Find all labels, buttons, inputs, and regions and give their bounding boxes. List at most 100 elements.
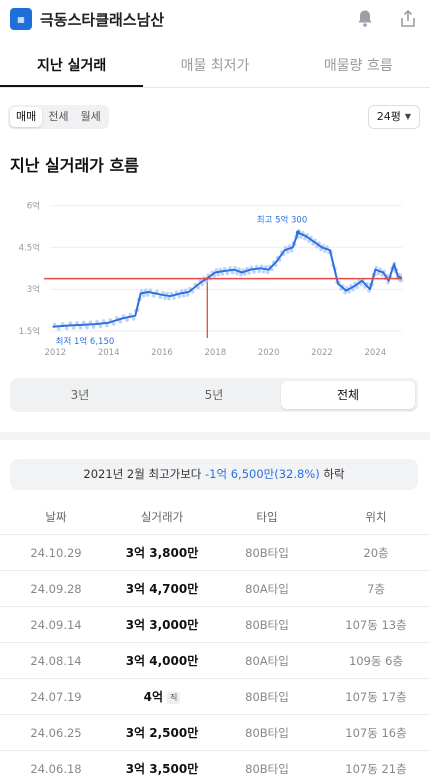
compare-banner: 2021년 2월 최고가보다 -1억 6,500만(32.8%) 하락 (10, 459, 418, 490)
period-all[interactable]: 전체 (281, 381, 415, 409)
row-price-value: 3억 3,800만 (125, 546, 199, 560)
trade-point (257, 269, 262, 274)
trade-point (167, 296, 171, 301)
row-price-value: 3억 2,500만 (125, 726, 199, 740)
table-row[interactable]: 24.06.25 3억 2,500만 80B타입 107동 16층 (0, 714, 430, 750)
table-row[interactable]: 24.09.14 3억 3,000만 80B타입 107동 13층 (0, 606, 430, 642)
row-location: 107동 17층 (345, 689, 407, 704)
row-date: 24.06.18 (30, 761, 82, 776)
trade-point (230, 270, 235, 275)
x-tick-label: 2022 (311, 348, 333, 358)
x-tick-label: 2024 (365, 348, 387, 358)
area-value: 24평 (376, 110, 401, 123)
section-divider (0, 432, 430, 440)
row-price-value: 3억 4,700만 (125, 582, 199, 596)
trade-point (254, 264, 259, 269)
trade-point (323, 249, 327, 254)
trade-point (225, 271, 230, 276)
trade-point (125, 318, 129, 323)
trade-point (222, 266, 227, 271)
table-row[interactable]: 24.07.19 4억 직 80B타입 107동 17층 (0, 678, 430, 714)
trade-point (263, 265, 268, 269)
trade-point (161, 290, 165, 295)
trade-point (155, 289, 159, 294)
row-price: 4억 직 (112, 688, 212, 705)
header-location: 위치 (365, 510, 387, 524)
trade-point (265, 270, 270, 275)
trade-point (299, 234, 303, 239)
trade-point (95, 319, 99, 324)
x-tick-label: 2020 (258, 348, 280, 358)
trade-point (88, 320, 93, 324)
row-price: 3억 2,500만 (112, 724, 212, 741)
row-price-value: 3억 4,000만 (125, 654, 199, 668)
y-tick-label: 6억 (27, 201, 40, 212)
trade-point (145, 293, 150, 297)
trade-point (172, 296, 176, 300)
period-5y[interactable]: 5년 (204, 388, 224, 402)
tab-lowest-listing[interactable]: 매물 최저가 (180, 58, 250, 74)
apartment-logo-icon: ▦ (10, 8, 32, 30)
trade-point (131, 317, 136, 321)
row-price: 3억 3,500만 (112, 760, 212, 777)
x-tick-label: 2018 (205, 348, 227, 358)
table-row[interactable]: 24.10.29 3억 3,800만 80B타입 20층 (0, 534, 430, 570)
bell-icon[interactable] (356, 9, 374, 28)
share-icon[interactable] (400, 9, 416, 28)
row-date: 24.08.14 (30, 653, 82, 668)
row-date: 24.09.28 (30, 581, 82, 596)
trade-point (64, 326, 69, 331)
x-tick-label: 2012 (45, 348, 67, 358)
trade-table: 날짜 실거래가 타입 위치 24.10.29 3억 3,800만 80B타입 20층 2… (0, 500, 430, 779)
y-tick-label: 3억 (27, 284, 40, 295)
row-price-value: 3억 3,000만 (125, 618, 199, 632)
tab-listing-volume[interactable]: 매물량 흐름 (323, 58, 393, 74)
trade-point (235, 271, 239, 276)
row-location: 7층 (367, 581, 385, 596)
trade-point (60, 321, 65, 326)
table-row[interactable]: 24.08.14 3억 4,000만 80A타입 109동 6층 (0, 642, 430, 678)
y-tick-label: 4.5억 (19, 242, 40, 253)
row-location: 109동 6층 (348, 653, 404, 668)
trade-type-sale[interactable]: 매매 (10, 107, 43, 127)
row-type: 80B타입 (245, 761, 289, 776)
row-type: 80B타입 (245, 725, 289, 740)
trade-point (247, 271, 251, 275)
section-title: 지난 실거래가 흐름 (10, 156, 139, 175)
row-type: 80B타입 (245, 545, 289, 560)
trade-point (218, 267, 223, 272)
trade-point (128, 312, 133, 317)
row-price: 3억 4,000만 (112, 652, 212, 669)
trade-point (359, 282, 363, 287)
trade-point (351, 287, 355, 292)
row-price-value: 4억 (143, 690, 163, 704)
row-type: 80B타입 (245, 617, 289, 632)
tab-past-trades[interactable]: 지난 실거래 (0, 48, 144, 87)
trade-type-jeonse[interactable]: 전세 (48, 110, 69, 123)
trade-point (163, 296, 167, 300)
trade-point (98, 324, 103, 329)
trade-point (121, 314, 126, 318)
trade-point (183, 288, 188, 293)
trade-point (243, 272, 247, 277)
row-location: 107동 16층 (345, 725, 407, 740)
trade-point (75, 321, 79, 325)
row-date: 24.06.25 (30, 725, 82, 740)
trade-point (169, 291, 174, 296)
trade-point (111, 322, 116, 326)
table-row[interactable]: 24.06.18 3억 3,500만 80B타입 107동 21층 (0, 750, 430, 779)
trade-type-monthly[interactable]: 월세 (80, 110, 101, 123)
period-3y[interactable]: 3년 (70, 388, 90, 402)
max-price-label: 최고 5억 300 (257, 215, 308, 226)
trade-point (181, 293, 186, 298)
trade-point (212, 274, 217, 278)
trade-point (214, 268, 219, 272)
trade-point (307, 239, 311, 243)
app-header: ▦ 극동스타클래스남산 (0, 0, 430, 38)
row-price-value: 3억 3,500만 (125, 762, 199, 776)
min-price-label: 최저 1억 6,150 (56, 336, 115, 347)
trade-point (143, 288, 148, 293)
table-row[interactable]: 24.09.28 3억 4,700만 80A타입 7층 (0, 570, 430, 606)
trade-point (101, 319, 106, 323)
area-dropdown[interactable]: 24평 ▼ (367, 105, 420, 129)
